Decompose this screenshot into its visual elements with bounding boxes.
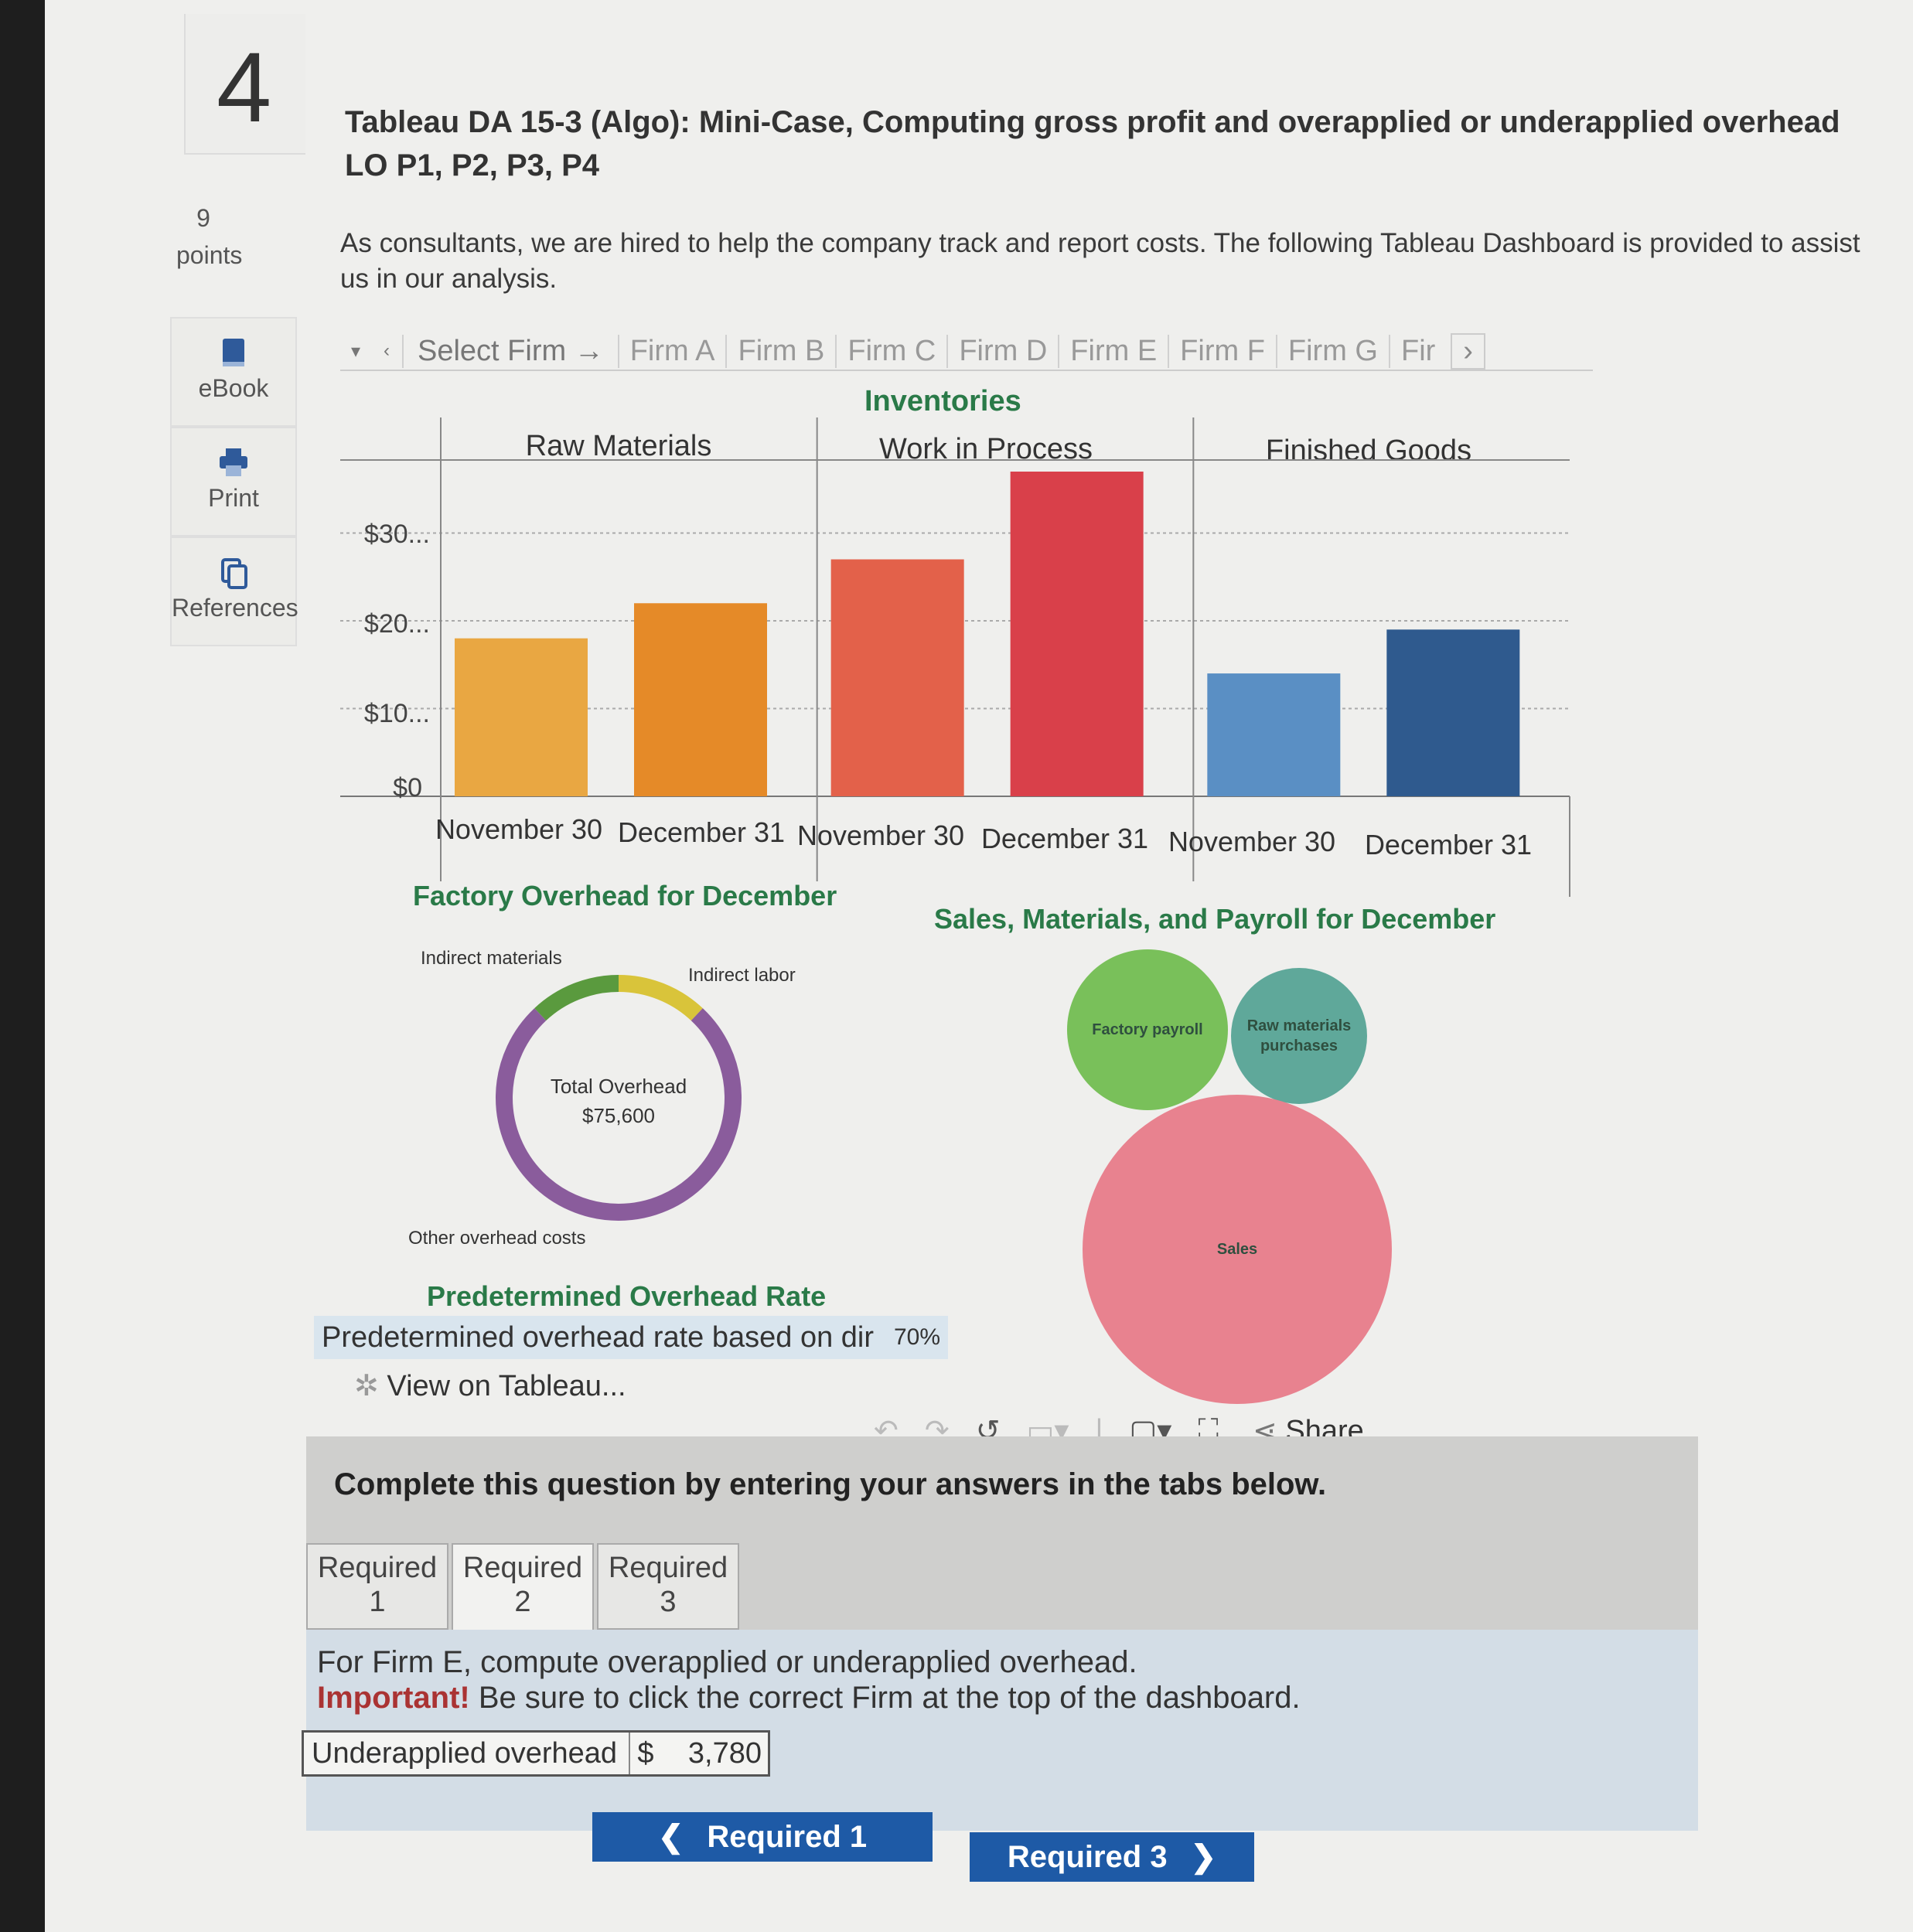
donut-slice-other-overhead-costs[interactable] (496, 1008, 742, 1221)
screen-edge (0, 0, 45, 1932)
question-number: 4 (217, 32, 272, 143)
donut-center-label: Total Overhead (550, 1075, 687, 1098)
firm-tab-h-partial[interactable]: Fir (1388, 334, 1446, 368)
answer-input[interactable]: 3,780 (687, 1736, 762, 1770)
overhead-donut-chart (496, 975, 742, 1221)
answer-row: Underapplied overhead $ 3,780 (302, 1730, 770, 1777)
next-required-button[interactable]: Required 3 ❯ (970, 1832, 1254, 1882)
tab-required-3-line1: Required (608, 1552, 728, 1584)
factory-overhead-title: Factory Overhead for December (413, 880, 837, 911)
prev-arrow-icon[interactable]: ‹ (384, 340, 390, 361)
tab-required-2-line1: Required (462, 1552, 583, 1584)
bubble-sales[interactable]: Sales (1083, 1095, 1392, 1404)
tableau-logo-icon: ✲ (354, 1370, 387, 1402)
overhead-rate-title: Predetermined Overhead Rate (427, 1280, 827, 1312)
currency-symbol: $ (637, 1736, 654, 1770)
col-head-finished-goods: Finished Goods (1265, 434, 1472, 467)
tab-required-1[interactable]: Required 1 (306, 1543, 448, 1630)
legend-indirect-materials: Indirect materials (421, 948, 562, 969)
firm-tab-a[interactable]: Firm A (617, 334, 726, 368)
bar-raw-materials-nov[interactable] (455, 638, 588, 796)
overhead-rate-row: Predetermined overhead rate based on dir… (314, 1316, 948, 1359)
answer-header: Complete this question by entering your … (306, 1436, 1698, 1630)
firm-tab-c[interactable]: Firm C (835, 334, 946, 368)
firm-tab-e[interactable]: Firm E (1058, 334, 1168, 368)
bar-work-in-process-nov[interactable] (830, 559, 964, 796)
answer-instruction: Complete this question by entering your … (334, 1467, 1327, 1501)
select-firm-label: Select Firm → (402, 334, 618, 368)
print-label: Print (208, 484, 259, 512)
overhead-rate-value: 70% (893, 1324, 940, 1350)
references-label: References (172, 594, 298, 622)
y-tick-0: $0 (393, 773, 422, 802)
inventories-title: Inventories (864, 385, 1021, 417)
question-prompt: For Firm E, compute overapplied or under… (317, 1645, 1137, 1679)
x-label-wip-nov: November 30 (796, 819, 965, 851)
sales-materials-payroll-title: Sales, Materials, and Payroll for Decemb… (934, 903, 1496, 935)
x-label-fg-nov: November 30 (1168, 826, 1336, 857)
bar-raw-materials-dec[interactable] (634, 603, 767, 796)
bubble-factory-payroll[interactable]: Factory payroll (1067, 949, 1228, 1110)
x-label-rm-nov: November 30 (435, 813, 603, 845)
tab-required-1-line1: Required (317, 1552, 438, 1584)
separator: | (1095, 1413, 1103, 1446)
firm-selector: ▾ ‹ Select Firm → Firm A Firm B Firm C F… (340, 332, 1593, 371)
firm-tab-b[interactable]: Firm B (725, 334, 835, 368)
legend-indirect-labor: Indirect labor (688, 965, 796, 986)
references-button[interactable]: References (170, 537, 298, 646)
ebook-label: eBook (198, 374, 269, 402)
tab-required-2[interactable]: Required 2 (452, 1543, 594, 1630)
firm-tab-g[interactable]: Firm G (1275, 334, 1389, 368)
next-arrow-icon[interactable]: › (1451, 332, 1485, 370)
donut-center-value: $75,600 (582, 1104, 655, 1127)
question-number-box: 4 (184, 14, 305, 155)
answer-label[interactable]: Underapplied overhead (304, 1733, 630, 1774)
donut-center: Total Overhead $75,600 (526, 1072, 711, 1130)
question-title: Tableau DA 15-3 (Algo): Mini-Case, Compu… (345, 105, 1840, 182)
book-icon (172, 337, 295, 370)
firm-tab-d[interactable]: Firm D (946, 334, 1058, 368)
important-note: Important! Be sure to click the correct … (317, 1681, 1301, 1716)
view-on-tableau-link[interactable]: ✲ View on Tableau... (354, 1368, 626, 1403)
important-prefix: Important! (317, 1681, 470, 1715)
print-button[interactable]: Print (170, 427, 297, 537)
bar-finished-goods-dec[interactable] (1386, 629, 1520, 796)
tab-required-3-line2: 3 (660, 1586, 677, 1618)
bubble-raw-materials-purchases[interactable]: Raw materials purchases (1231, 968, 1367, 1104)
legend-other-overhead: Other overhead costs (408, 1228, 586, 1249)
bar-work-in-process-dec[interactable] (1010, 472, 1144, 796)
points-label: points (176, 241, 243, 269)
x-label-rm-dec: December 31 (617, 816, 786, 848)
dropdown-caret-icon[interactable]: ▾ (350, 340, 361, 362)
donut-slice-indirect-materials[interactable] (534, 975, 619, 1021)
important-text: Be sure to click the correct Firm at the… (469, 1681, 1301, 1715)
y-tick-30: $30... (363, 520, 430, 549)
points-block: 9 points (176, 199, 243, 274)
copy-icon (172, 557, 295, 589)
ebook-button[interactable]: eBook (170, 317, 297, 427)
question-intro: As consultants, we are hired to help the… (340, 228, 1860, 294)
donut-slice-indirect-labor[interactable] (618, 975, 703, 1021)
x-label-fg-dec: December 31 (1364, 829, 1533, 860)
col-head-raw-materials: Raw Materials (525, 430, 712, 462)
firm-tab-f[interactable]: Firm F (1168, 334, 1276, 368)
points-value: 9 (196, 204, 210, 232)
x-label-wip-dec: December 31 (980, 823, 1149, 854)
y-tick-20: $20... (363, 609, 430, 639)
overhead-rate-label: Predetermined overhead rate based on dir (322, 1320, 875, 1354)
next-required-label: Required 3 (1007, 1839, 1168, 1874)
prev-required-label: Required 1 (707, 1819, 868, 1854)
tab-required-1-line2: 1 (369, 1586, 386, 1618)
inventories-chart (340, 417, 1570, 897)
tab-required-2-line2: 2 (514, 1586, 531, 1618)
chevron-left-icon: ❮ (657, 1820, 684, 1854)
chevron-right-icon: ❯ (1190, 1840, 1217, 1874)
bar-finished-goods-nov[interactable] (1207, 673, 1341, 796)
y-tick-10: $10... (363, 699, 430, 728)
printer-icon (172, 447, 295, 479)
view-on-tableau-label: View on Tableau... (387, 1370, 626, 1402)
prev-required-button[interactable]: ❮ Required 1 (592, 1812, 933, 1862)
tab-required-3[interactable]: Required 3 (597, 1543, 739, 1630)
